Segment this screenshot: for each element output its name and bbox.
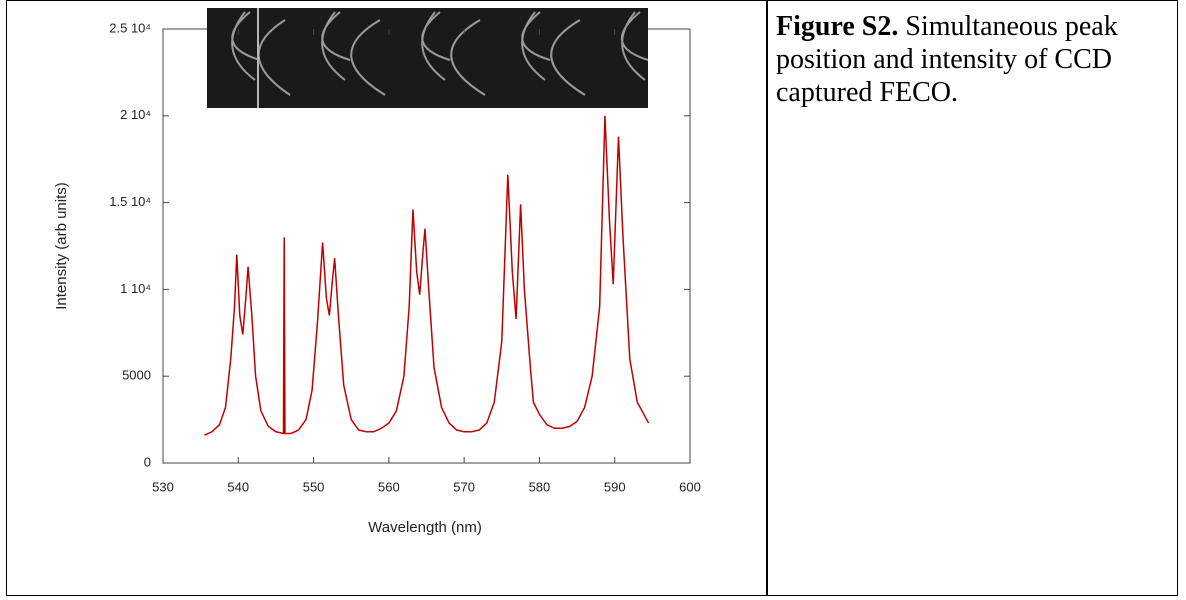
y-axis-label: Intensity (arb units) [53,182,70,310]
y-tick-label: 5000 [122,368,151,383]
x-tick-label: 550 [303,479,325,494]
caption-label: Figure S2. [776,11,899,42]
caption: Figure S2. Simultaneous peak position an… [776,10,1171,109]
y-tick-label: 1 10⁴ [120,281,151,296]
y-tick-label: 2.5 10⁴ [109,20,151,35]
x-tick-label: 570 [453,479,475,494]
caption-text: Simultaneous peak position and intensity… [776,11,1118,108]
x-tick-label: 540 [227,479,249,494]
x-tick-label: 600 [679,479,701,494]
chart: Wavelength (nm) Intensity (arb units) 05… [53,8,701,536]
x-tick-label: 580 [529,479,551,494]
table-border [6,0,1178,596]
y-tick-label: 1.5 10⁴ [109,194,151,209]
x-tick-label: 530 [152,479,174,494]
x-axis-label: Wavelength (nm) [368,519,482,536]
spectrum-line [204,115,650,436]
x-tick-label: 590 [604,479,626,494]
cell-divider [766,0,768,596]
y-tick-label: 0 [144,454,151,469]
x-tick-label: 560 [378,479,400,494]
y-tick-label: 2 10⁴ [120,107,151,122]
inset-image [207,8,649,108]
